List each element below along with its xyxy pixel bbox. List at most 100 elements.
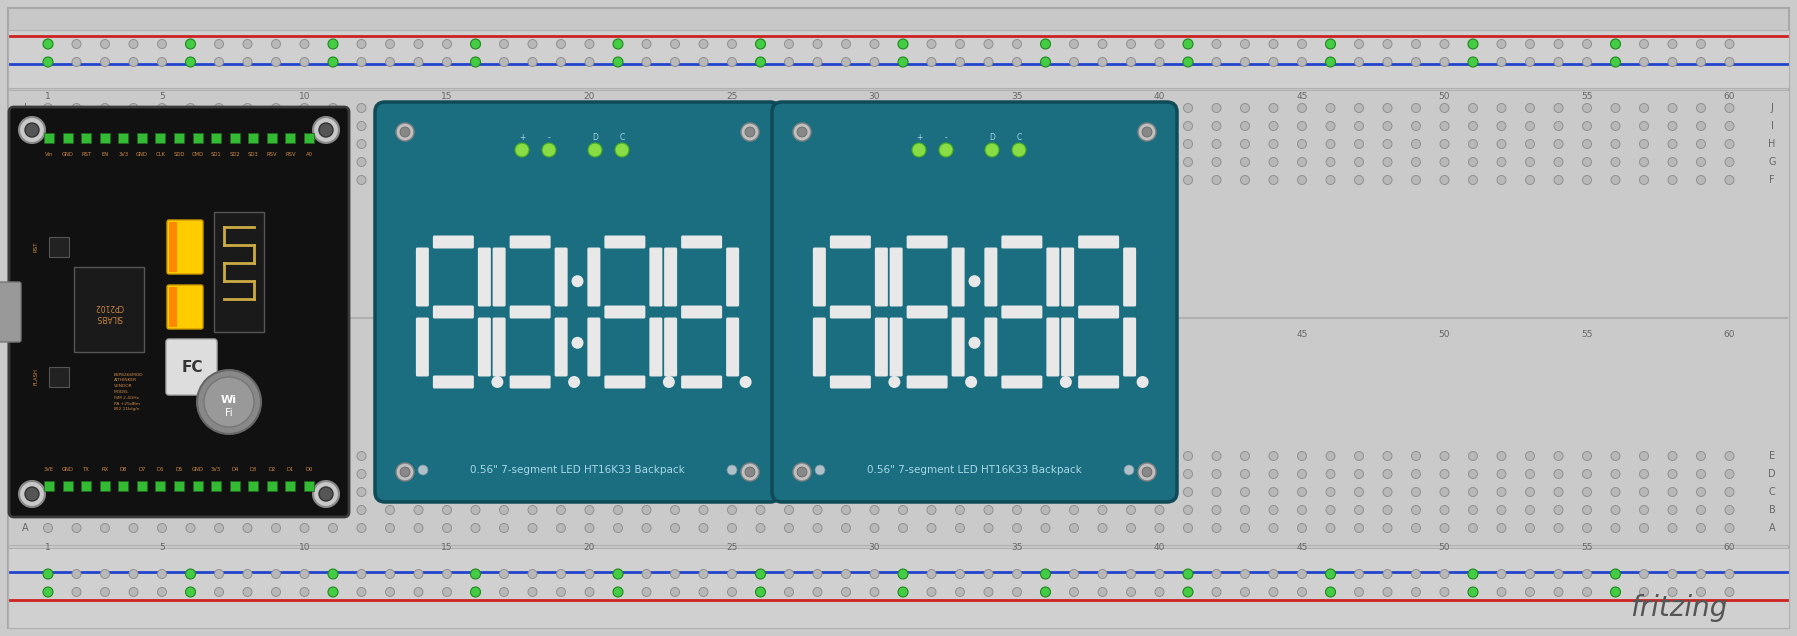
Circle shape — [243, 57, 252, 67]
Circle shape — [1468, 569, 1477, 579]
Circle shape — [870, 104, 879, 113]
Circle shape — [1326, 121, 1335, 130]
Circle shape — [1297, 158, 1306, 167]
FancyBboxPatch shape — [1123, 247, 1136, 307]
Text: D5: D5 — [176, 467, 183, 472]
Circle shape — [101, 469, 110, 478]
Circle shape — [187, 569, 196, 579]
Circle shape — [1269, 452, 1278, 460]
Circle shape — [670, 158, 679, 167]
Text: J: J — [23, 103, 27, 113]
Text: 20: 20 — [584, 330, 595, 339]
Circle shape — [613, 506, 622, 515]
Circle shape — [699, 588, 708, 597]
Circle shape — [785, 121, 794, 130]
FancyBboxPatch shape — [1001, 235, 1042, 249]
Circle shape — [1069, 569, 1078, 579]
Circle shape — [1526, 488, 1535, 497]
Circle shape — [870, 488, 879, 497]
Circle shape — [841, 104, 850, 113]
Circle shape — [642, 57, 651, 67]
Text: 1: 1 — [45, 330, 50, 339]
Circle shape — [1040, 469, 1049, 478]
Circle shape — [386, 121, 395, 130]
Circle shape — [757, 506, 766, 515]
Circle shape — [300, 176, 309, 184]
Circle shape — [500, 176, 509, 184]
Text: GND: GND — [61, 467, 74, 472]
Circle shape — [101, 57, 110, 67]
Circle shape — [1069, 121, 1078, 130]
Circle shape — [757, 176, 766, 184]
Circle shape — [1012, 39, 1021, 48]
Circle shape — [898, 57, 907, 67]
Circle shape — [101, 139, 110, 148]
Circle shape — [1127, 488, 1136, 497]
Circle shape — [300, 158, 309, 167]
Circle shape — [1497, 506, 1506, 515]
Circle shape — [1098, 104, 1107, 113]
Circle shape — [500, 523, 509, 532]
Circle shape — [557, 506, 566, 515]
Circle shape — [1610, 587, 1621, 597]
Text: SD3: SD3 — [248, 152, 259, 157]
Circle shape — [757, 569, 766, 579]
Circle shape — [271, 57, 280, 67]
Circle shape — [1211, 121, 1220, 130]
Circle shape — [1668, 469, 1677, 478]
FancyBboxPatch shape — [1078, 375, 1120, 389]
Circle shape — [471, 523, 480, 532]
Circle shape — [528, 569, 537, 579]
Circle shape — [670, 57, 679, 67]
Circle shape — [792, 463, 810, 481]
Circle shape — [1297, 121, 1306, 130]
Circle shape — [187, 39, 196, 48]
Text: D3: D3 — [250, 467, 257, 472]
Circle shape — [613, 452, 622, 460]
Circle shape — [187, 506, 196, 515]
Circle shape — [1040, 57, 1049, 67]
Circle shape — [187, 139, 196, 148]
Circle shape — [927, 39, 936, 48]
Circle shape — [1583, 158, 1592, 167]
Circle shape — [185, 57, 196, 67]
Circle shape — [568, 376, 580, 388]
Text: C: C — [1017, 134, 1022, 142]
Text: 40: 40 — [1154, 543, 1164, 552]
Circle shape — [1297, 57, 1306, 67]
Circle shape — [812, 57, 821, 67]
Circle shape — [699, 121, 708, 130]
Text: E: E — [1768, 451, 1775, 461]
Circle shape — [386, 588, 395, 597]
Circle shape — [1639, 488, 1648, 497]
Circle shape — [1040, 523, 1049, 532]
Circle shape — [1554, 469, 1563, 478]
Circle shape — [1127, 39, 1136, 48]
Circle shape — [1725, 104, 1734, 113]
Circle shape — [271, 569, 280, 579]
Circle shape — [214, 39, 223, 48]
Circle shape — [1583, 588, 1592, 597]
Circle shape — [699, 158, 708, 167]
Circle shape — [1355, 506, 1364, 515]
Circle shape — [300, 506, 309, 515]
Circle shape — [442, 523, 451, 532]
Circle shape — [1639, 469, 1648, 478]
Bar — [99, 133, 110, 143]
Circle shape — [43, 452, 52, 460]
Circle shape — [1411, 569, 1420, 579]
Circle shape — [985, 469, 994, 478]
Bar — [174, 481, 183, 491]
Circle shape — [1326, 139, 1335, 148]
Circle shape — [528, 506, 537, 515]
Text: GND: GND — [61, 152, 74, 157]
Circle shape — [1155, 452, 1164, 460]
Circle shape — [243, 588, 252, 597]
Circle shape — [642, 506, 651, 515]
Circle shape — [1725, 158, 1734, 167]
Circle shape — [500, 39, 509, 48]
Circle shape — [271, 452, 280, 460]
Circle shape — [613, 57, 622, 67]
Bar — [63, 481, 72, 491]
Text: GND: GND — [192, 467, 203, 472]
